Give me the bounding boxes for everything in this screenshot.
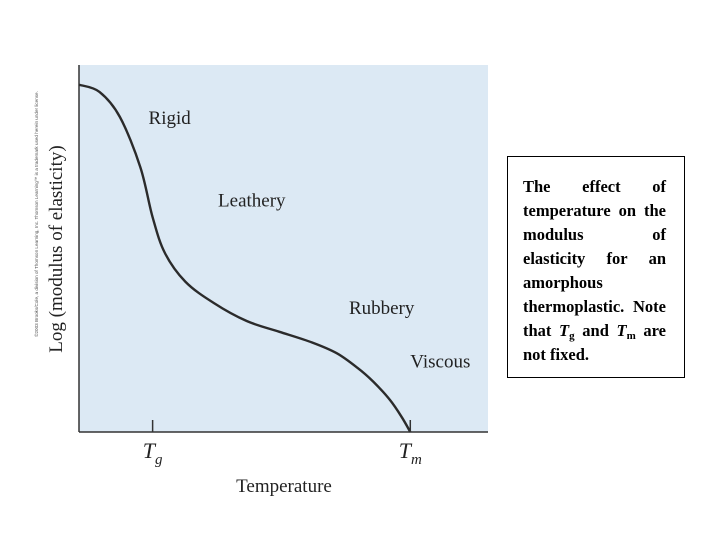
x-tick-label: Tm (399, 438, 422, 468)
caption-text-end: are not fixed. (523, 321, 666, 364)
caption-and: and (574, 321, 617, 340)
tm-subscript: m (626, 330, 636, 342)
tm-symbol: T (616, 321, 627, 340)
tg-subscript: g (569, 330, 575, 342)
x-tick-label: Tg (143, 438, 163, 468)
tg-symbol: T (559, 321, 570, 340)
region-label-leathery: Leathery (218, 190, 286, 211)
caption-box: The effect of temperature on the modulus… (507, 156, 685, 378)
copyright-notice: ©2003 Brooks/Cole, a division of Thomson… (33, 91, 39, 337)
region-label-rubbery: Rubbery (349, 298, 415, 319)
caption-text-start: The effect of temperature on the modulus… (523, 177, 666, 340)
plot-area (79, 65, 488, 432)
y-axis-label: Log (modulus of elasticity) (46, 145, 67, 352)
modulus-curve (78, 83, 412, 433)
region-label-rigid: Rigid (149, 108, 192, 129)
region-label-viscous: Viscous (410, 352, 470, 373)
x-axis-label: Temperature (236, 476, 332, 497)
